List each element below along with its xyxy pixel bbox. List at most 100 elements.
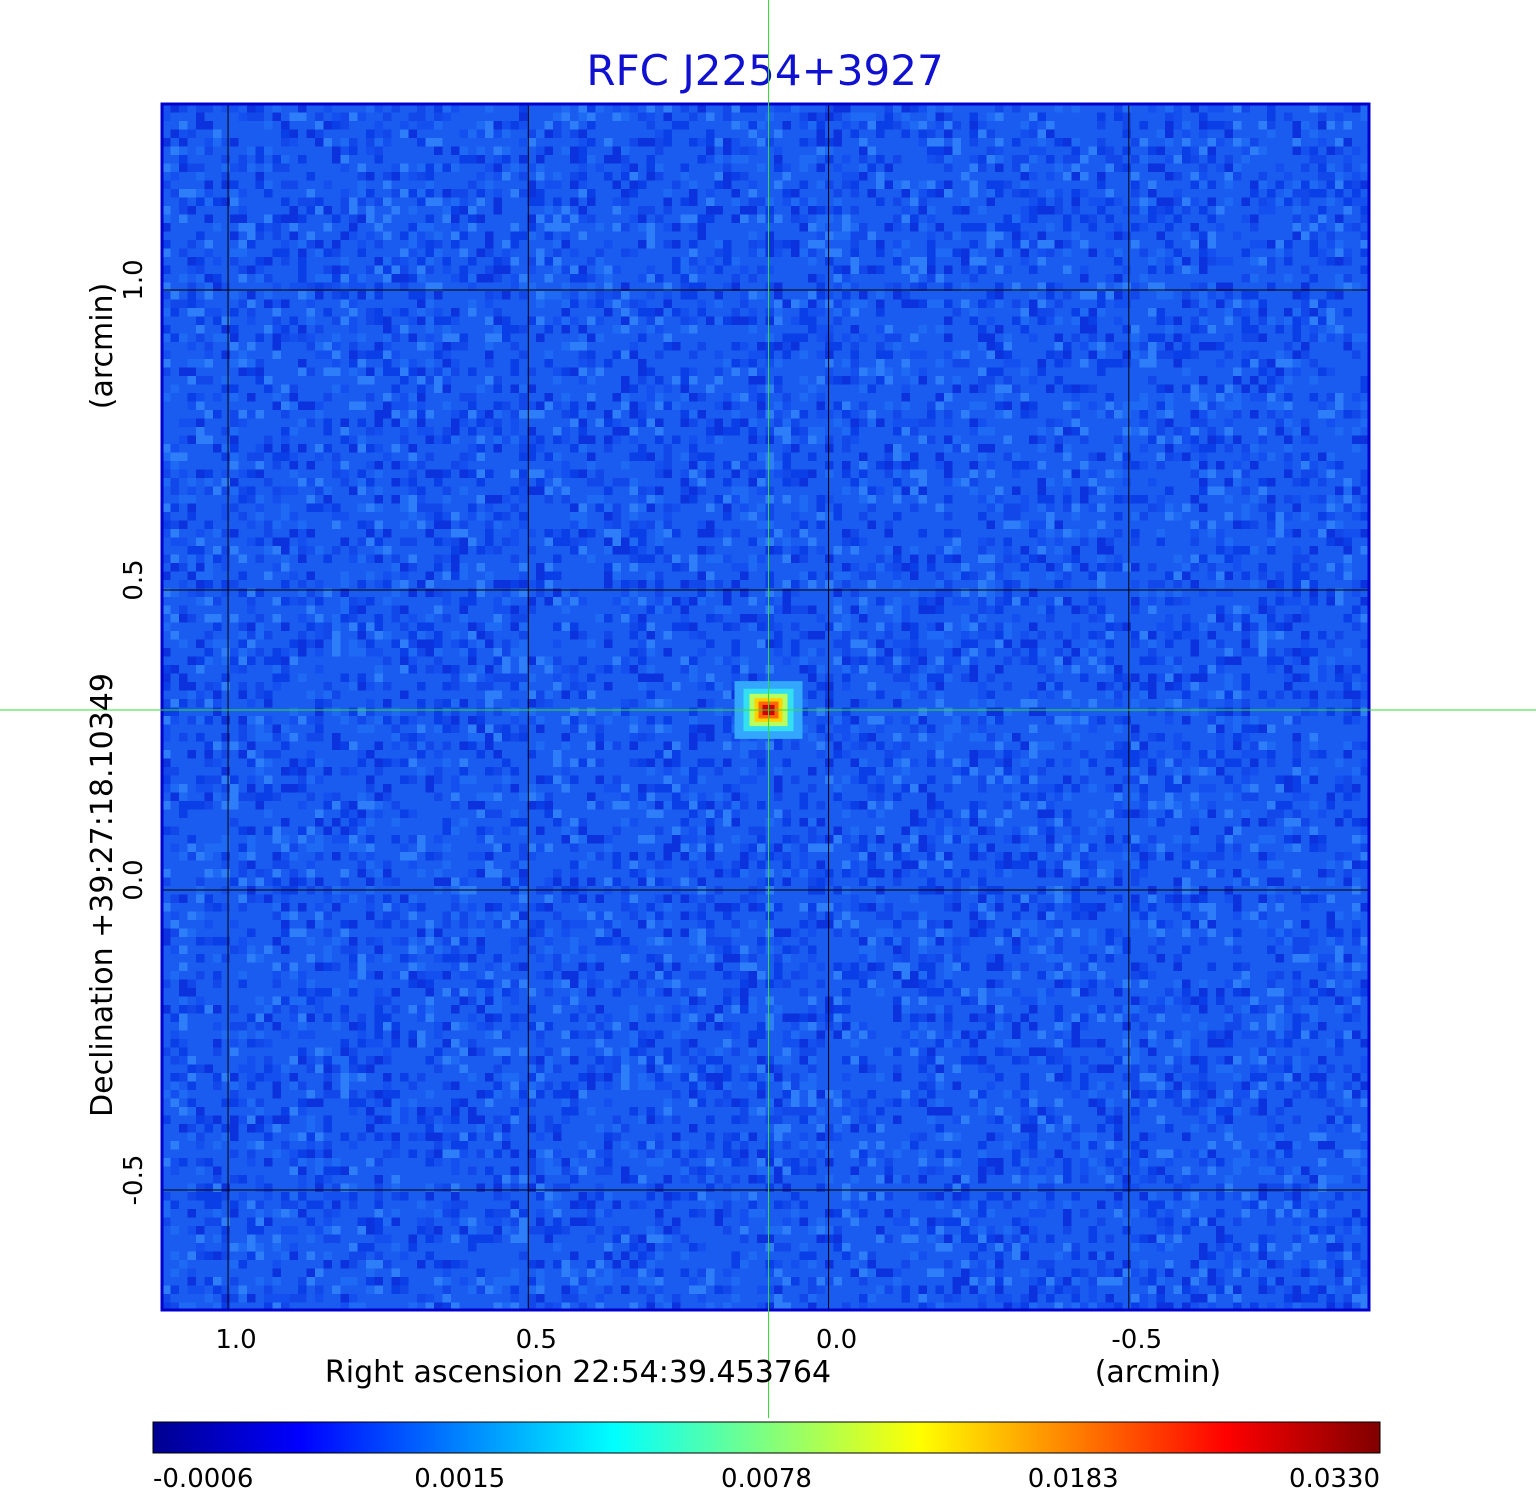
noise-pixel [995,291,1004,300]
noise-pixel [1275,512,1284,521]
noise-pixel [1233,716,1242,725]
noise-pixel [765,597,774,606]
noise-pixel [527,435,536,444]
noise-pixel [332,461,341,470]
noise-pixel [1301,291,1310,300]
noise-pixel [859,121,868,130]
noise-pixel [680,486,689,495]
noise-pixel [1199,308,1208,317]
noise-pixel [179,418,188,427]
noise-pixel [1003,410,1012,419]
noise-pixel [374,673,383,682]
noise-pixel [493,384,502,393]
noise-pixel [850,699,859,708]
noise-pixel [417,257,426,266]
noise-pixel [213,707,222,716]
noise-pixel [425,376,434,385]
noise-pixel [179,563,188,572]
noise-pixel [1301,656,1310,665]
noise-pixel [170,452,179,461]
noise-pixel [1114,342,1123,351]
noise-pixel [765,265,774,274]
noise-pixel [434,512,443,521]
noise-pixel [349,282,358,291]
noise-pixel [1046,206,1055,215]
noise-pixel [621,597,630,606]
noise-pixel [1173,512,1182,521]
noise-pixel [357,189,366,198]
noise-pixel [740,291,749,300]
noise-pixel [349,350,358,359]
noise-pixel [1063,478,1072,487]
noise-pixel [179,469,188,478]
noise-pixel [910,376,919,385]
noise-pixel [502,121,511,130]
noise-pixel [442,571,451,580]
noise-pixel [1250,716,1259,725]
noise-pixel [1139,444,1148,453]
noise-pixel [1063,495,1072,504]
noise-pixel [1318,172,1327,181]
noise-pixel [706,112,715,121]
noise-pixel [757,376,766,385]
noise-pixel [315,325,324,334]
noise-pixel [808,257,817,266]
noise-pixel [689,563,698,572]
noise-pixel [986,444,995,453]
noise-pixel [1182,197,1191,206]
noise-pixel [519,733,528,742]
noise-pixel [349,639,358,648]
noise-pixel [213,614,222,623]
noise-pixel [442,333,451,342]
noise-pixel [459,673,468,682]
noise-pixel [519,350,528,359]
noise-pixel [1054,520,1063,529]
noise-pixel [527,597,536,606]
noise-pixel [1139,410,1148,419]
noise-pixel [714,682,723,691]
noise-pixel [213,444,222,453]
noise-pixel [408,274,417,283]
noise-pixel [978,206,987,215]
noise-pixel [425,622,434,631]
noise-pixel [1071,172,1080,181]
noise-pixel [170,299,179,308]
noise-pixel [1063,690,1072,699]
noise-pixel [1114,410,1123,419]
noise-pixel [1233,121,1242,130]
noise-pixel [1352,180,1361,189]
noise-pixel [714,299,723,308]
noise-pixel [842,631,851,640]
noise-pixel [918,223,927,232]
noise-pixel [1241,707,1250,716]
noise-pixel [255,614,264,623]
noise-pixel [1114,690,1123,699]
noise-pixel [434,282,443,291]
noise-pixel [544,563,553,572]
noise-pixel [1199,622,1208,631]
noise-pixel [791,512,800,521]
noise-pixel [1352,580,1361,589]
noise-pixel [995,223,1004,232]
noise-pixel [1037,631,1046,640]
noise-pixel [1003,588,1012,597]
noise-pixel [833,503,842,512]
noise-pixel [315,291,324,300]
noise-pixel [1216,206,1225,215]
noise-pixel [1165,418,1174,427]
noise-pixel [289,401,298,410]
noise-pixel [281,401,290,410]
noise-pixel [1199,665,1208,674]
noise-pixel [655,495,664,504]
noise-pixel [1012,163,1021,172]
noise-pixel [1054,189,1063,198]
noise-pixel [969,189,978,198]
noise-pixel [1292,308,1301,317]
noise-pixel [918,129,927,138]
noise-pixel [901,452,910,461]
noise-pixel [1292,673,1301,682]
noise-pixel [663,223,672,232]
noise-pixel [867,367,876,376]
noise-pixel [689,444,698,453]
noise-pixel [425,529,434,538]
